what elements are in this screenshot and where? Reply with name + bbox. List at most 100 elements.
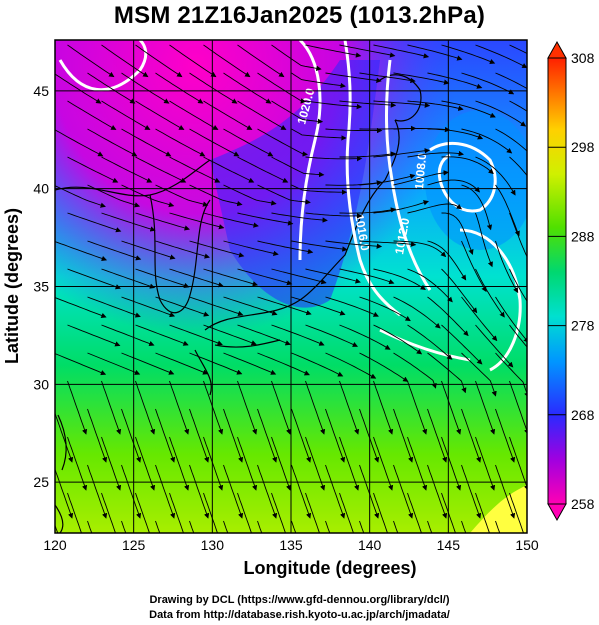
streamline (121, 408, 142, 463)
streamline (495, 240, 519, 294)
streamline (291, 352, 344, 377)
x-axis-label: Longitude (degrees) (243, 558, 417, 578)
streamline (55, 297, 107, 318)
coastlines (55, 74, 422, 533)
streamline (359, 352, 409, 382)
streamline (101, 212, 156, 232)
streamline (393, 72, 450, 85)
streamline (407, 324, 453, 360)
streamline (373, 200, 429, 214)
streamline (257, 520, 263, 533)
streamline (441, 44, 496, 65)
streamline (67, 380, 88, 435)
streamline (169, 380, 190, 435)
streamline (291, 520, 297, 533)
streamline (427, 408, 448, 463)
streamline (135, 212, 190, 231)
streamline (373, 268, 426, 290)
streamline (495, 408, 516, 463)
streamline (121, 296, 176, 318)
streamline (291, 72, 346, 89)
streamline (135, 100, 185, 130)
streamline (135, 380, 156, 435)
streamline (87, 240, 142, 261)
streamline (223, 72, 272, 104)
streamline (407, 203, 463, 214)
streamline (373, 436, 394, 491)
streamline (441, 100, 496, 118)
streamline (87, 464, 108, 519)
streamline (291, 240, 348, 252)
streamline (203, 100, 253, 130)
streamline (189, 240, 245, 258)
streamline (155, 72, 204, 104)
streamline (291, 464, 312, 519)
streamline (155, 296, 210, 317)
streamline (305, 268, 361, 284)
streamline (407, 44, 463, 61)
streamline (291, 128, 347, 141)
streamline (189, 464, 210, 519)
streamline (237, 324, 291, 346)
y-axis-label: Latitude (degrees) (2, 207, 22, 365)
streamline (223, 240, 279, 257)
streamline (135, 436, 156, 491)
streamline (55, 129, 104, 157)
page-title: MSM 21Z16Jan2025 (1013.2hPa) (113, 2, 486, 29)
streamline (121, 128, 172, 157)
streamline (237, 492, 252, 533)
streamline (135, 156, 187, 183)
streamline (291, 408, 312, 463)
streamline (237, 380, 258, 435)
streamline (359, 408, 380, 463)
streamline (475, 436, 496, 491)
streamline (509, 44, 527, 54)
streamline (271, 44, 322, 71)
streamline (495, 464, 516, 519)
streamline (325, 72, 382, 83)
streamline (427, 464, 448, 519)
streamline (237, 212, 294, 226)
streamline (67, 212, 122, 233)
streamline (475, 100, 527, 127)
streamline (441, 436, 462, 491)
streamline (475, 380, 496, 435)
streamline (291, 296, 346, 316)
streamline (339, 100, 397, 108)
streamline (67, 268, 121, 290)
streamline (121, 464, 142, 519)
streamline (101, 380, 122, 435)
streamline (257, 72, 307, 104)
streamline (55, 241, 108, 261)
streamline (257, 128, 308, 157)
y-tick-label: 45 (33, 83, 49, 99)
streamline (271, 436, 292, 491)
streamline (461, 296, 498, 342)
streamline (495, 352, 527, 398)
streamline (87, 352, 141, 375)
streamline (237, 156, 289, 183)
streamline (427, 352, 467, 394)
colorbar-tick-label: 298 (571, 139, 595, 155)
streamline (87, 128, 138, 157)
streamline (87, 408, 108, 463)
streamline (271, 492, 286, 533)
x-tick-label: 150 (515, 537, 539, 553)
streamline (359, 520, 365, 533)
streamline (393, 240, 447, 258)
streamline (461, 352, 497, 397)
streamline (407, 380, 428, 435)
streamline (305, 324, 359, 347)
streamline (271, 324, 325, 346)
x-tick-label: 130 (201, 537, 225, 553)
streamline (339, 324, 391, 350)
streamline (203, 44, 251, 78)
streamline (427, 520, 433, 533)
streamline (393, 170, 449, 186)
streamline (339, 268, 395, 285)
y-tick-label: 40 (33, 181, 49, 197)
streamline (325, 240, 383, 249)
credit-data: Data from http://database.rish.kyoto-u.a… (149, 609, 450, 621)
x-tick-label: 125 (122, 537, 146, 553)
streamline (339, 207, 397, 214)
